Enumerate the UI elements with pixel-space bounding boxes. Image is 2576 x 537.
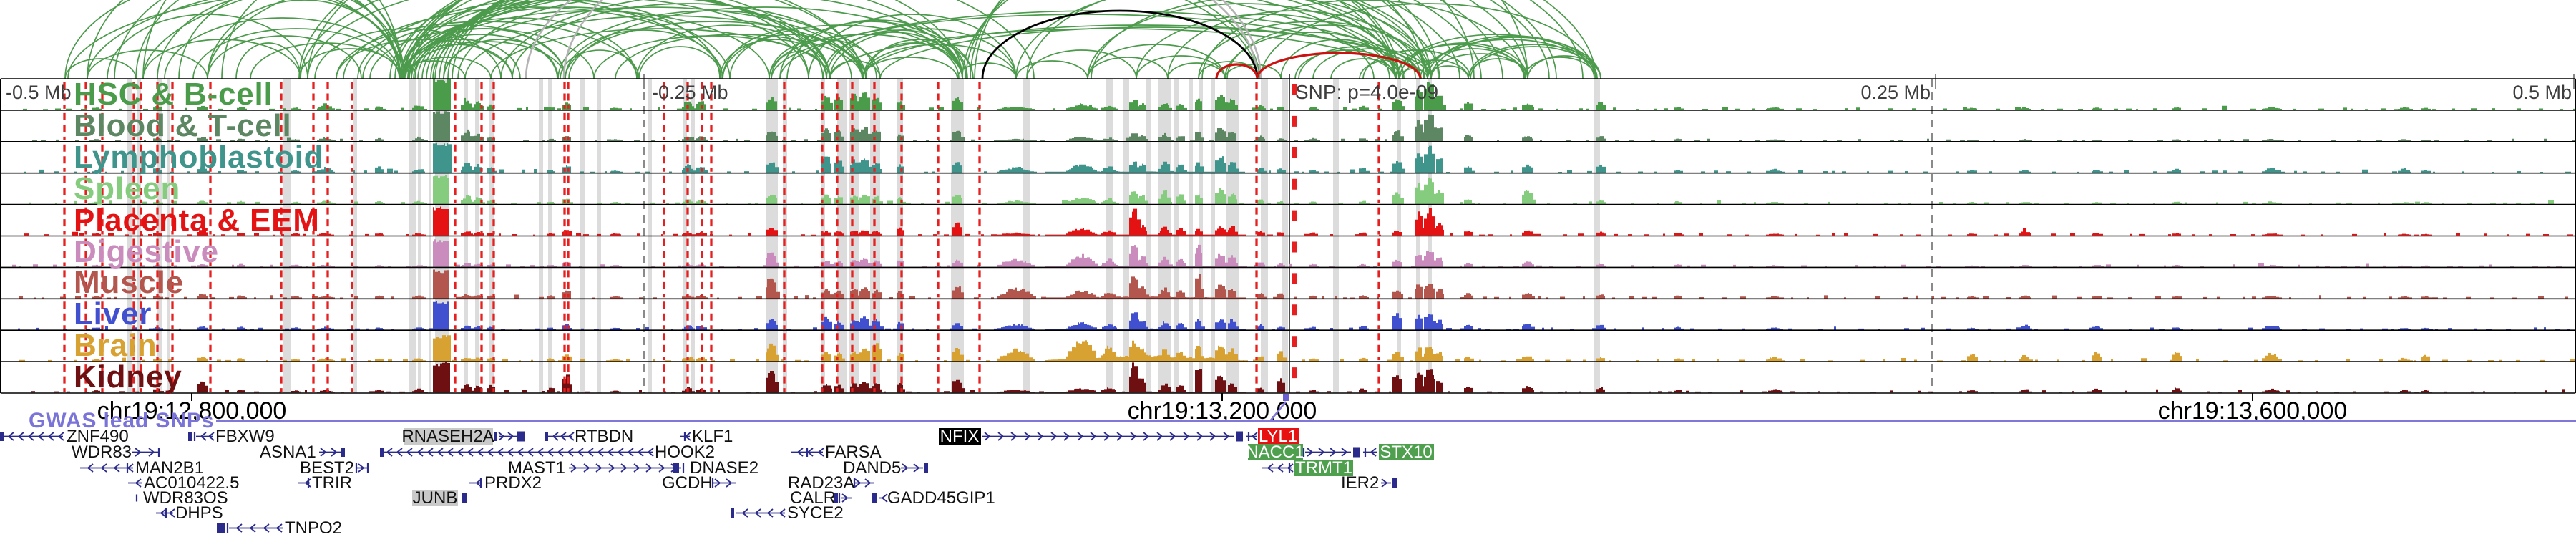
svg-text:ASNA1: ASNA1	[260, 442, 316, 462]
svg-text:KLF1: KLF1	[692, 427, 733, 446]
svg-text:RTBDN: RTBDN	[575, 427, 633, 446]
svg-text:MAN2B1: MAN2B1	[135, 458, 204, 478]
svg-text:Liver: Liver	[74, 296, 152, 332]
svg-text:RNASEH2A: RNASEH2A	[401, 427, 494, 446]
svg-text:DNASE2: DNASE2	[690, 458, 758, 478]
svg-text:ZNF490: ZNF490	[67, 427, 129, 446]
svg-text:Placenta & EEM: Placenta & EEM	[74, 203, 320, 238]
svg-text:chr19:13,600,000: chr19:13,600,000	[2158, 397, 2348, 425]
svg-text:BEST2: BEST2	[300, 458, 354, 478]
svg-text:NACC1: NACC1	[1246, 442, 1304, 462]
svg-text:SYCE2: SYCE2	[787, 503, 844, 523]
svg-text:TNPO2: TNPO2	[285, 518, 342, 537]
svg-text:FBXW9: FBXW9	[215, 427, 275, 446]
svg-text:GWAS lead SNPs: GWAS lead SNPs	[29, 409, 214, 432]
svg-text:HSC & B-cell: HSC & B-cell	[74, 77, 273, 112]
svg-text:RAD23A: RAD23A	[788, 473, 854, 493]
svg-text:WDR83OS: WDR83OS	[143, 488, 228, 508]
svg-text:TRMT1: TRMT1	[1295, 458, 1352, 478]
svg-text:SNP: p=4.0e-09: SNP: p=4.0e-09	[1295, 81, 1438, 103]
svg-text:STX10: STX10	[1380, 442, 1432, 462]
svg-text:NFIX: NFIX	[940, 427, 980, 446]
svg-text:DAND5: DAND5	[843, 458, 901, 478]
svg-text:Digestive: Digestive	[74, 234, 219, 269]
svg-text:PRDX2: PRDX2	[484, 473, 542, 493]
svg-text:GCDH: GCDH	[662, 473, 713, 493]
svg-text:Lymphoblastoid: Lymphoblastoid	[74, 140, 323, 175]
svg-text:-0.25 Mb: -0.25 Mb	[652, 82, 728, 103]
svg-text:-0.5 Mb: -0.5 Mb	[6, 82, 72, 103]
svg-text:Blood & T-cell: Blood & T-cell	[74, 108, 292, 143]
svg-text:0.25 Mb: 0.25 Mb	[1860, 82, 1931, 103]
svg-text:TRIR: TRIR	[312, 473, 352, 493]
svg-text:GADD45GIP1: GADD45GIP1	[887, 488, 995, 508]
svg-text:AC010422.5: AC010422.5	[144, 473, 239, 493]
svg-text:DHPS: DHPS	[175, 503, 223, 523]
svg-text:chr19:12,800,000: chr19:12,800,000	[97, 397, 287, 425]
svg-text:0.5 Mb: 0.5 Mb	[2512, 82, 2572, 103]
svg-text:Kidney: Kidney	[74, 359, 182, 395]
svg-text:Muscle: Muscle	[74, 265, 184, 300]
svg-text:IER2: IER2	[1341, 473, 1379, 493]
svg-text:HOOK2: HOOK2	[655, 442, 715, 462]
svg-text:WDR83: WDR83	[72, 442, 132, 462]
svg-text:CALR: CALR	[790, 488, 836, 508]
svg-text:JUNB: JUNB	[413, 488, 458, 508]
svg-text:FARSA: FARSA	[825, 442, 882, 462]
svg-text:Spleen: Spleen	[74, 171, 180, 206]
svg-text:Brain: Brain	[74, 328, 157, 363]
svg-text:LYL1: LYL1	[1259, 427, 1297, 446]
svg-text:MAST1: MAST1	[508, 458, 565, 478]
